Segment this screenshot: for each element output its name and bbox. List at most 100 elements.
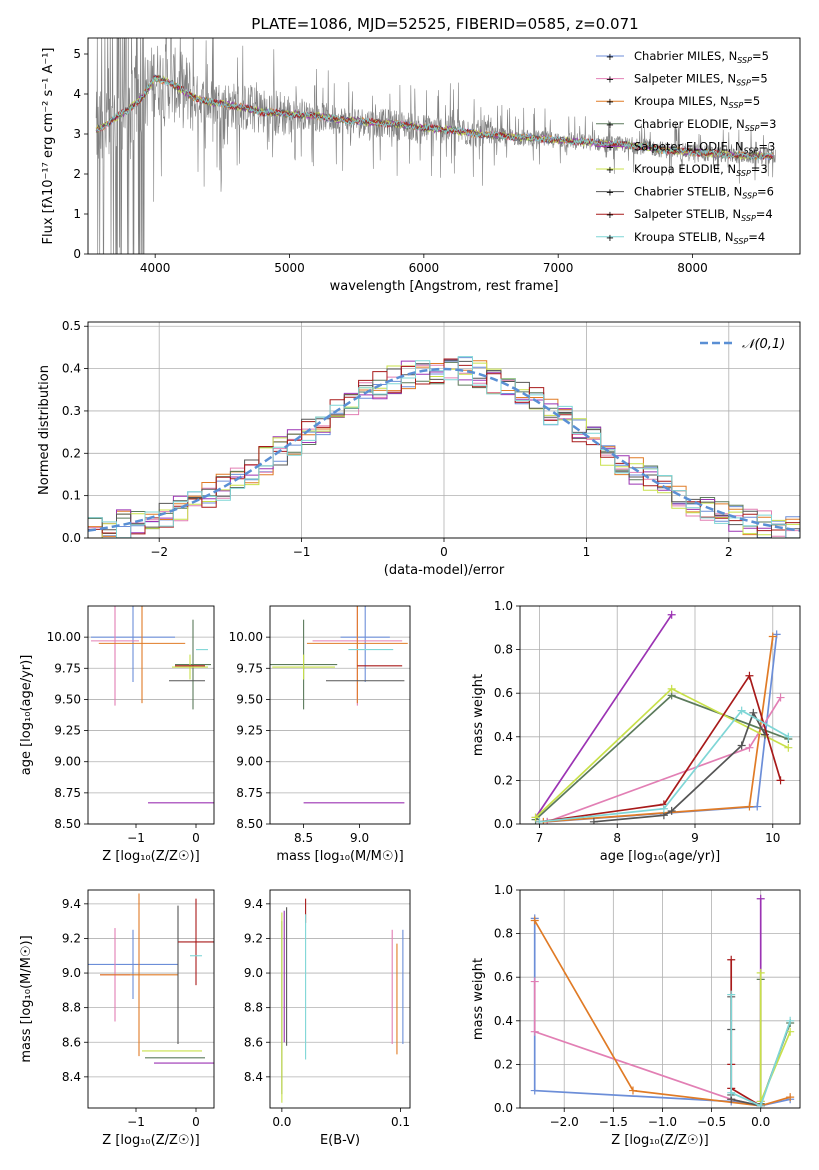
- x-tick-label: −2: [150, 545, 168, 559]
- x-tick-label: −1: [127, 831, 145, 845]
- legend-marker: +: [606, 52, 614, 63]
- x-axis-label: Z [log₁₀(Z/Z☉)]: [611, 1133, 708, 1148]
- y-axis-label: age [log₁₀(age/yr)]: [19, 655, 34, 776]
- y-tick-label: 8.8: [244, 1001, 263, 1015]
- legend-label-kroupa_stelib: Kroupa STELIB, NSSP=4: [634, 230, 765, 246]
- x-tick-label: 0.0: [751, 1115, 770, 1129]
- weight-marker-kroupa_elodie: [667, 684, 676, 693]
- weight-marker-kroupa_stelib: [727, 1088, 736, 1097]
- residual-legend: 𝒩(0,1): [700, 337, 785, 352]
- weight-marker-salpeter_miles: [776, 693, 785, 702]
- y-tick-label: 10.00: [47, 630, 81, 644]
- axes-frame: [269, 889, 411, 1109]
- legend-label-kroupa_miles: Kroupa MILES, NSSP=5: [634, 94, 760, 110]
- y-tick-label: 8.75: [54, 786, 81, 800]
- weight-line-kroupa_miles: [533, 920, 791, 1107]
- weight-line-salpeter_stelib: [730, 959, 762, 1107]
- legend-marker: +: [606, 233, 614, 244]
- y-tick-label: 8.50: [236, 817, 263, 831]
- weight_vs_Z-lines: [530, 894, 795, 1108]
- weight-marker-chabrier_miles: [530, 1086, 539, 1095]
- axes-frame: [519, 889, 801, 1109]
- y-tick-label: 3: [73, 127, 81, 141]
- weight-line-salpeter_stelib: [539, 673, 782, 823]
- weight-line-chabrier_stelib: [593, 710, 766, 823]
- legend-label-kroupa_elodie: Kroupa ELODIE, NSSP=3: [634, 162, 768, 178]
- y-tick-label: 9.50: [236, 692, 263, 706]
- observed-spectrum-line: [95, 38, 776, 254]
- weight-line-salpeter_miles: [533, 981, 761, 1107]
- y-tick-label: 8.8: [62, 1001, 81, 1015]
- x-tick-label: 0: [440, 545, 448, 559]
- axes-frame: [87, 37, 801, 255]
- x-tick-label: 8000: [677, 261, 708, 275]
- x-tick-label: 0.0: [272, 1115, 291, 1129]
- weight-marker-chabrier_stelib: [667, 806, 676, 815]
- residual-hist-kroupa_stelib: [88, 356, 800, 538]
- y-tick-label: 0.5: [62, 319, 81, 333]
- weight-marker-kroupa_miles: [530, 916, 539, 925]
- y-tick-label: 0.4: [62, 362, 81, 376]
- weight-line-kroupa_miles: [543, 636, 774, 823]
- residuals-panel: −2 −1 0 1 2 0.0 0.1 0.2 0.3 0.4 0.5 (data-model)/er…: [37, 319, 801, 578]
- x-tick-label: −1: [127, 1115, 145, 1129]
- weight-marker-kroupa_stelib: [535, 817, 544, 824]
- legend-marker: +: [606, 188, 614, 199]
- spectrum-panel: 4000 5000 6000 7000 8000 0 1 2 3 4 5 wavelength [An…: [41, 37, 801, 294]
- weight-line-kroupa_stelib: [730, 994, 792, 1107]
- weight-marker-kroupa_elodie: [786, 1027, 795, 1036]
- weight-marker-kroupa_stelib: [737, 706, 746, 715]
- weight-marker-kroupa_elodie: [756, 968, 765, 977]
- weight-line-salpeter_elodie: [534, 614, 673, 818]
- x-axis-label: Z [log₁₀(Z/Z☉)]: [102, 849, 199, 864]
- weight-marker-kroupa_miles: [628, 1086, 637, 1095]
- weight-marker-kroupa_stelib: [786, 1016, 795, 1025]
- y-tick-label: 2: [73, 167, 81, 181]
- weight-marker-salpeter_miles: [530, 977, 539, 986]
- x-axis-label: mass [log₁₀(M/M☉)]: [276, 849, 403, 864]
- legend-label-normal: 𝒩(0,1): [742, 337, 785, 352]
- x-tick-label: 9: [691, 831, 699, 845]
- y-tick-label: 9.00: [236, 755, 263, 769]
- x-axis-label: Z [log₁₀(Z/Z☉)]: [102, 1133, 199, 1148]
- x-tick-label: −1.0: [648, 1115, 677, 1129]
- axes-frame: [87, 321, 801, 539]
- y-tick-label: 0.2: [494, 1057, 513, 1071]
- x-tick-label: 5000: [274, 261, 305, 275]
- y-tick-label: 10.00: [229, 630, 263, 644]
- x-tick-label: 10: [765, 831, 780, 845]
- x-tick-label: −0.5: [697, 1115, 726, 1129]
- spectrum-traces: [95, 38, 776, 254]
- y-axis-label: mass weight: [471, 674, 486, 756]
- x-tick-label: −2.0: [550, 1115, 579, 1129]
- x-tick-label: 0.1: [391, 1115, 410, 1129]
- x-tick-label: 0: [192, 831, 200, 845]
- weight-marker-kroupa_stelib: [727, 990, 736, 999]
- weight-marker-kroupa_miles: [768, 632, 777, 641]
- y-axis-label: mass weight: [471, 958, 486, 1040]
- x-axis-label: (data-model)/error: [384, 563, 505, 578]
- legend-marker: +: [606, 210, 614, 221]
- y-axis-label: Normed distribution: [37, 365, 52, 495]
- y-tick-label: 0.8: [494, 927, 513, 941]
- x-axis-label: wavelength [Angstrom, rest frame]: [330, 279, 559, 294]
- age_vs_mass-panel: 8.5 9.0 8.50 8.75 9.00 9.25 9.50 9.75 10.00 mass …: [229, 605, 411, 864]
- axes-frame: [87, 889, 215, 1109]
- weight_vs_age-lines: [531, 610, 793, 824]
- y-tick-label: 9.4: [62, 897, 81, 911]
- y-tick-label: 9.25: [236, 724, 263, 738]
- y-axis-label: mass [log₁₀(M/M☉)]: [19, 935, 34, 1062]
- legend-label-chabrier_elodie: Chabrier ELODIE, NSSP=3: [634, 117, 776, 133]
- weight-marker-kroupa_elodie: [531, 813, 540, 822]
- y-tick-label: 9.0: [62, 966, 81, 980]
- y-axis-label: Flux [fλ10⁻¹⁷ erg cm⁻² s⁻¹ A⁻¹]: [41, 48, 56, 245]
- y-tick-label: 0.4: [494, 1014, 513, 1028]
- weight-marker-chabrier_miles: [753, 802, 762, 811]
- y-tick-label: 9.2: [62, 931, 81, 945]
- legend-label-chabrier_stelib: Chabrier STELIB, NSSP=6: [634, 185, 774, 201]
- weight-line-chabrier_miles: [547, 634, 778, 823]
- weight-marker-kroupa_stelib: [756, 1101, 765, 1108]
- y-tick-label: 0.6: [494, 970, 513, 984]
- weight-marker-chabrier_stelib: [589, 817, 598, 824]
